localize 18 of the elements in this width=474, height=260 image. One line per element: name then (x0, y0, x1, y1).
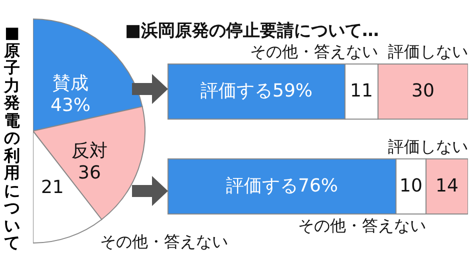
chart-title: ■原子力発電の利用について (4, 23, 20, 252)
text: 評価する59% (200, 80, 313, 102)
data-label: 36 (78, 162, 101, 184)
text: 評価しない (388, 136, 468, 156)
text: 評価する76% (226, 175, 338, 196)
slice-label: その他・答えない (100, 232, 228, 251)
text: その他・答えない (250, 42, 378, 61)
slice-label: 賛成 (52, 73, 89, 94)
chart-title: ■浜岡原発の停止要請について… (125, 21, 380, 41)
data-label: 11 (350, 80, 373, 102)
data-label: 30 (412, 80, 434, 102)
series-label: その他・答えない (298, 216, 426, 235)
data-label: 10 (400, 175, 422, 196)
slice-label: 反対 (71, 140, 108, 162)
series-label: 評価しない (388, 42, 468, 61)
data-label: 21 (40, 176, 64, 198)
data-label: 43% (50, 95, 91, 116)
data-label: 14 (436, 175, 458, 196)
